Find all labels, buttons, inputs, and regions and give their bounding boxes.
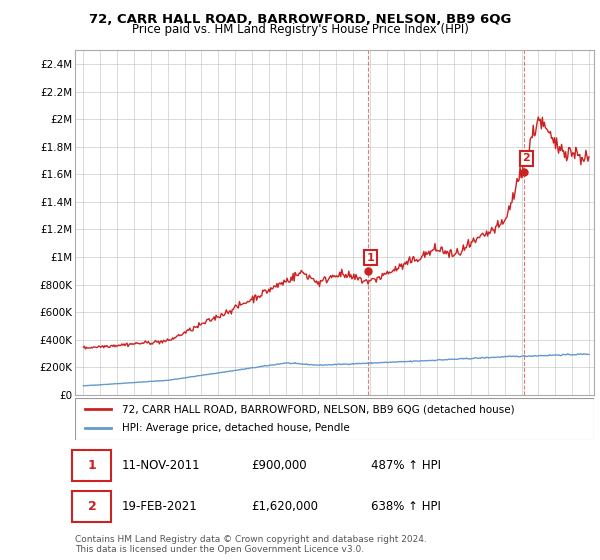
Text: 72, CARR HALL ROAD, BARROWFORD, NELSON, BB9 6QG (detached house): 72, CARR HALL ROAD, BARROWFORD, NELSON, … (122, 404, 514, 414)
FancyBboxPatch shape (75, 398, 594, 440)
Text: £1,620,000: £1,620,000 (251, 500, 319, 513)
Text: HPI: Average price, detached house, Pendle: HPI: Average price, detached house, Pend… (122, 423, 349, 433)
Text: 1: 1 (88, 459, 97, 472)
Text: 19-FEB-2021: 19-FEB-2021 (122, 500, 197, 513)
Text: 487% ↑ HPI: 487% ↑ HPI (371, 459, 441, 472)
Text: £900,000: £900,000 (251, 459, 307, 472)
Text: 1: 1 (367, 253, 374, 263)
Text: Price paid vs. HM Land Registry's House Price Index (HPI): Price paid vs. HM Land Registry's House … (131, 23, 469, 36)
Text: 2: 2 (523, 153, 530, 164)
FancyBboxPatch shape (73, 491, 112, 522)
Text: 11-NOV-2011: 11-NOV-2011 (122, 459, 200, 472)
Text: Contains HM Land Registry data © Crown copyright and database right 2024.
This d: Contains HM Land Registry data © Crown c… (75, 535, 427, 554)
Text: 638% ↑ HPI: 638% ↑ HPI (371, 500, 441, 513)
FancyBboxPatch shape (73, 450, 112, 481)
Text: 2: 2 (88, 500, 97, 513)
Text: 72, CARR HALL ROAD, BARROWFORD, NELSON, BB9 6QG: 72, CARR HALL ROAD, BARROWFORD, NELSON, … (89, 13, 511, 26)
